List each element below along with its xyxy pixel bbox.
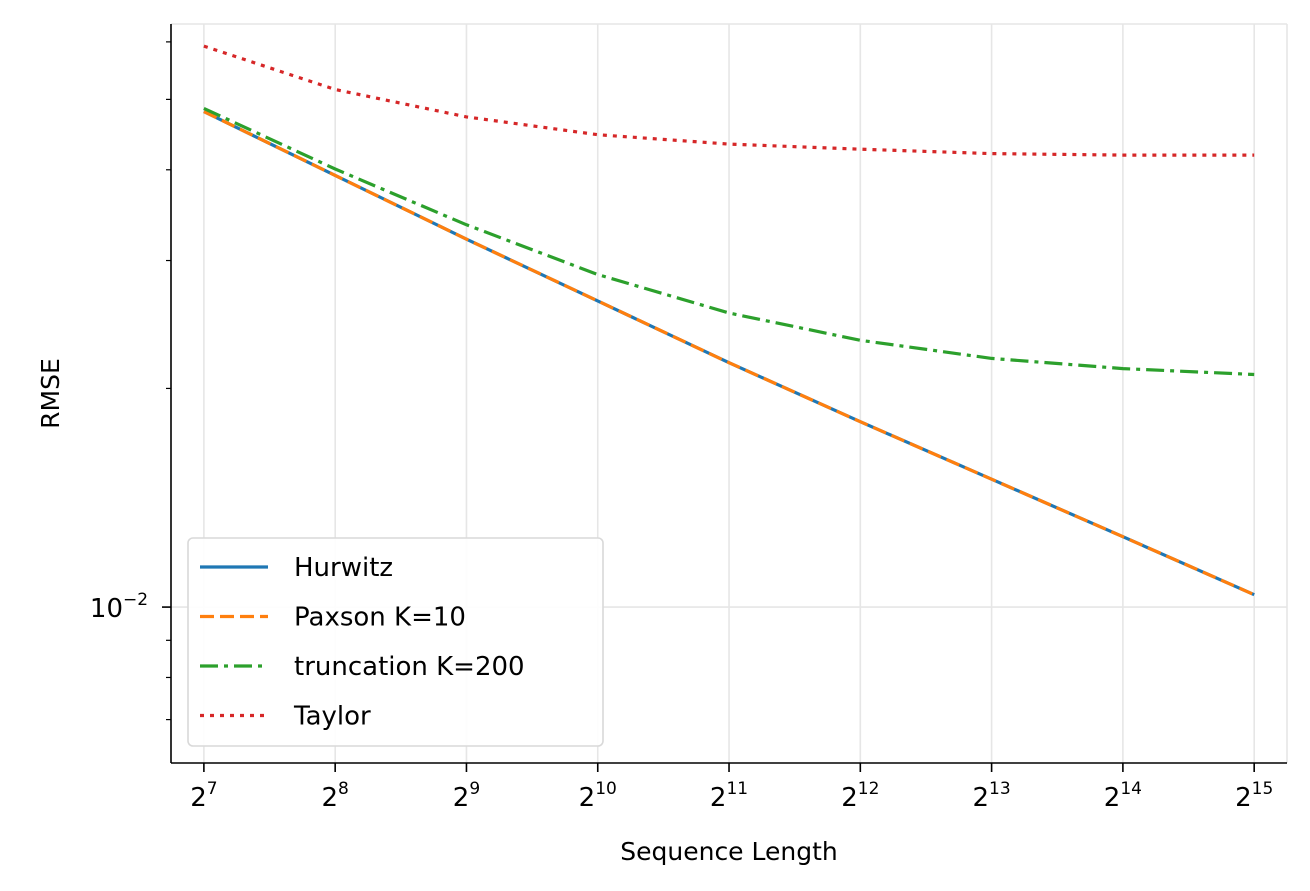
x-tick-label: 215	[1235, 779, 1273, 813]
series-line-taylor	[203, 44, 1255, 157]
x-tick-label: 27	[190, 779, 217, 813]
legend-box	[187, 537, 604, 747]
series-group	[203, 44, 1255, 597]
legend-label: truncation K=200	[294, 652, 525, 682]
x-tick-label: 210	[579, 779, 617, 813]
legend-label: Hurwitz	[294, 553, 393, 583]
x-tick-label: 214	[1104, 779, 1142, 813]
y-tick-label: 10−2	[90, 590, 148, 624]
legend: Hurwitz Paxson K=10 truncation K=200 Taylor	[187, 537, 604, 747]
series-line-paxson-k-10	[203, 110, 1255, 597]
series-line-truncation-k-200	[203, 106, 1255, 377]
x-tick-label: 211	[710, 779, 748, 813]
x-tick-label: 213	[973, 779, 1011, 813]
x-tick-label: 29	[453, 779, 480, 813]
y-ticks: 10−2	[90, 41, 171, 721]
x-axis-label: Sequence Length	[620, 837, 838, 866]
x-tick-label: 212	[841, 779, 879, 813]
y-axis-label: RMSE	[36, 358, 65, 429]
x-tick-label: 28	[321, 779, 348, 813]
legend-label: Taylor	[293, 702, 371, 732]
legend-label: Paxson K=10	[294, 603, 466, 633]
x-ticks: 27 28 29 210 211 212 213 214 215	[190, 763, 1273, 813]
